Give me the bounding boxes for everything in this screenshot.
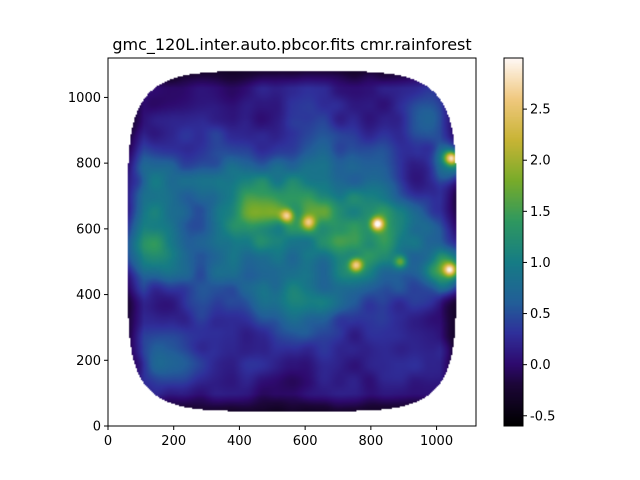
main-axes: 0 200 400 600 800 1000 0 200 400 600 800 1000 <box>68 57 477 449</box>
y-tick-label: 400 <box>76 288 101 303</box>
colorbar-tick-label: -0.5 <box>530 409 555 424</box>
y-tick-label: 600 <box>76 222 101 237</box>
x-tick-label: 200 <box>161 434 186 449</box>
colorbar: -0.5 0.0 0.5 1.0 1.5 2.0 2.5 <box>503 57 555 427</box>
y-tick-label: 800 <box>76 157 101 172</box>
chart-title: gmc_120L.inter.auto.pbcor.fits cmr.rainf… <box>112 35 471 55</box>
y-axis: 0 200 400 600 800 1000 <box>68 91 108 435</box>
heatmap-image <box>108 58 476 426</box>
colorbar-tick-label: 0.0 <box>530 358 551 373</box>
axes-frame <box>107 57 477 427</box>
x-tick-label: 400 <box>227 434 252 449</box>
colorbar-tick-label: 2.5 <box>530 103 551 118</box>
colorbar-tick-label: 1.5 <box>530 205 551 220</box>
y-tick-label: 0 <box>93 420 101 435</box>
x-tick-label: 600 <box>293 434 318 449</box>
colorbar-frame <box>503 57 524 427</box>
x-tick-label: 800 <box>358 434 383 449</box>
y-tick-label: 1000 <box>68 91 101 106</box>
colorbar-tick-label: 0.5 <box>530 307 551 322</box>
x-axis: 0 200 400 600 800 1000 <box>104 426 453 449</box>
colorbar-tick-label: 2.0 <box>530 154 551 169</box>
x-tick-label: 0 <box>104 434 112 449</box>
colorbar-tick-label: 1.0 <box>530 256 551 271</box>
colorbar-gradient <box>504 58 523 426</box>
y-tick-label: 200 <box>76 354 101 369</box>
x-tick-label: 1000 <box>420 434 453 449</box>
colorbar-axis: -0.5 0.0 0.5 1.0 1.5 2.0 2.5 <box>523 103 555 424</box>
